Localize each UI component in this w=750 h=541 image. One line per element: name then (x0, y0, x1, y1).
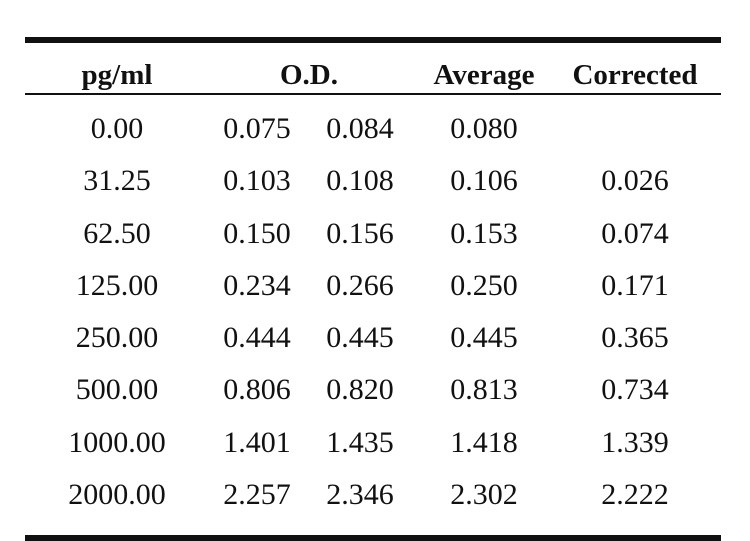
cell-corrected: 0.734 (601, 373, 669, 407)
cell-corrected: 0.171 (601, 268, 669, 302)
cell-od-1: 0.075 (223, 112, 291, 145)
cell-od-2: 0.820 (326, 373, 394, 407)
cell-concentration: 500.00 (75, 373, 159, 407)
cell-corrected: 0.074 (601, 216, 669, 250)
table-row: 31.25 0.103 0.108 0.106 0.026 (25, 161, 721, 213)
cell-average: 1.418 (450, 425, 518, 459)
header-rule (25, 93, 721, 95)
cell-corrected: 1.339 (601, 425, 669, 459)
header-od: O.D. (280, 59, 338, 91)
cell-average: 0.445 (450, 321, 518, 355)
cell-od-1: 0.103 (223, 164, 291, 198)
bottom-rule (25, 535, 721, 541)
cell-concentration: 125.00 (75, 268, 159, 302)
table-row: 500.00 0.806 0.820 0.813 0.734 (25, 370, 721, 422)
cell-average: 0.106 (450, 164, 518, 198)
data-table: pg/ml O.D. Average Corrected 0.00 0.075 0.… (25, 37, 721, 541)
header-corrected: Corrected (572, 59, 698, 91)
table-body: 0.00 0.075 0.084 0.080 31.25 0.103 0.108 0.106 0… (25, 95, 721, 535)
header-average: Average (433, 59, 535, 91)
cell-concentration: 1000.00 (68, 425, 166, 459)
cell-corrected: 0.026 (601, 164, 669, 198)
cell-concentration: 62.50 (83, 216, 151, 250)
top-rule (25, 37, 721, 43)
cell-average: 0.813 (450, 373, 518, 407)
cell-average: 0.080 (450, 112, 518, 145)
table-row: 1000.00 1.401 1.435 1.418 1.339 (25, 423, 721, 475)
cell-concentration: 0.00 (90, 112, 144, 145)
table-row: 125.00 0.234 0.266 0.250 0.171 (25, 266, 721, 318)
cell-od-1: 0.150 (223, 216, 291, 250)
cell-od-2: 0.156 (326, 216, 394, 250)
cell-od-1: 0.234 (223, 268, 291, 302)
cell-od-2: 0.445 (326, 321, 394, 355)
cell-od-2: 0.266 (326, 268, 394, 302)
cell-average: 2.302 (450, 478, 518, 512)
table-row: 250.00 0.444 0.445 0.445 0.365 (25, 318, 721, 370)
cell-od-2: 1.435 (326, 425, 394, 459)
table-row: 62.50 0.150 0.156 0.153 0.074 (25, 214, 721, 266)
cell-od-2: 0.108 (326, 164, 394, 198)
cell-concentration: 2000.00 (68, 478, 166, 512)
cell-average: 0.153 (450, 216, 518, 250)
cell-corrected: 0.365 (601, 321, 669, 355)
cell-od-2: 2.346 (326, 478, 394, 512)
table-header: pg/ml O.D. Average Corrected (25, 43, 721, 93)
cell-od-1: 0.444 (223, 321, 291, 355)
header-concentration: pg/ml (81, 59, 153, 91)
cell-od-2: 0.084 (326, 112, 394, 145)
table-row: 0.00 0.075 0.084 0.080 (25, 109, 721, 161)
cell-average: 0.250 (450, 268, 518, 302)
cell-concentration: 31.25 (83, 164, 151, 198)
table-row: 2000.00 2.257 2.346 2.302 2.222 (25, 475, 721, 527)
cell-concentration: 250.00 (75, 321, 159, 355)
cell-od-1: 2.257 (223, 478, 291, 512)
cell-od-1: 1.401 (223, 425, 291, 459)
cell-od-1: 0.806 (223, 373, 291, 407)
cell-corrected: 2.222 (601, 478, 669, 512)
